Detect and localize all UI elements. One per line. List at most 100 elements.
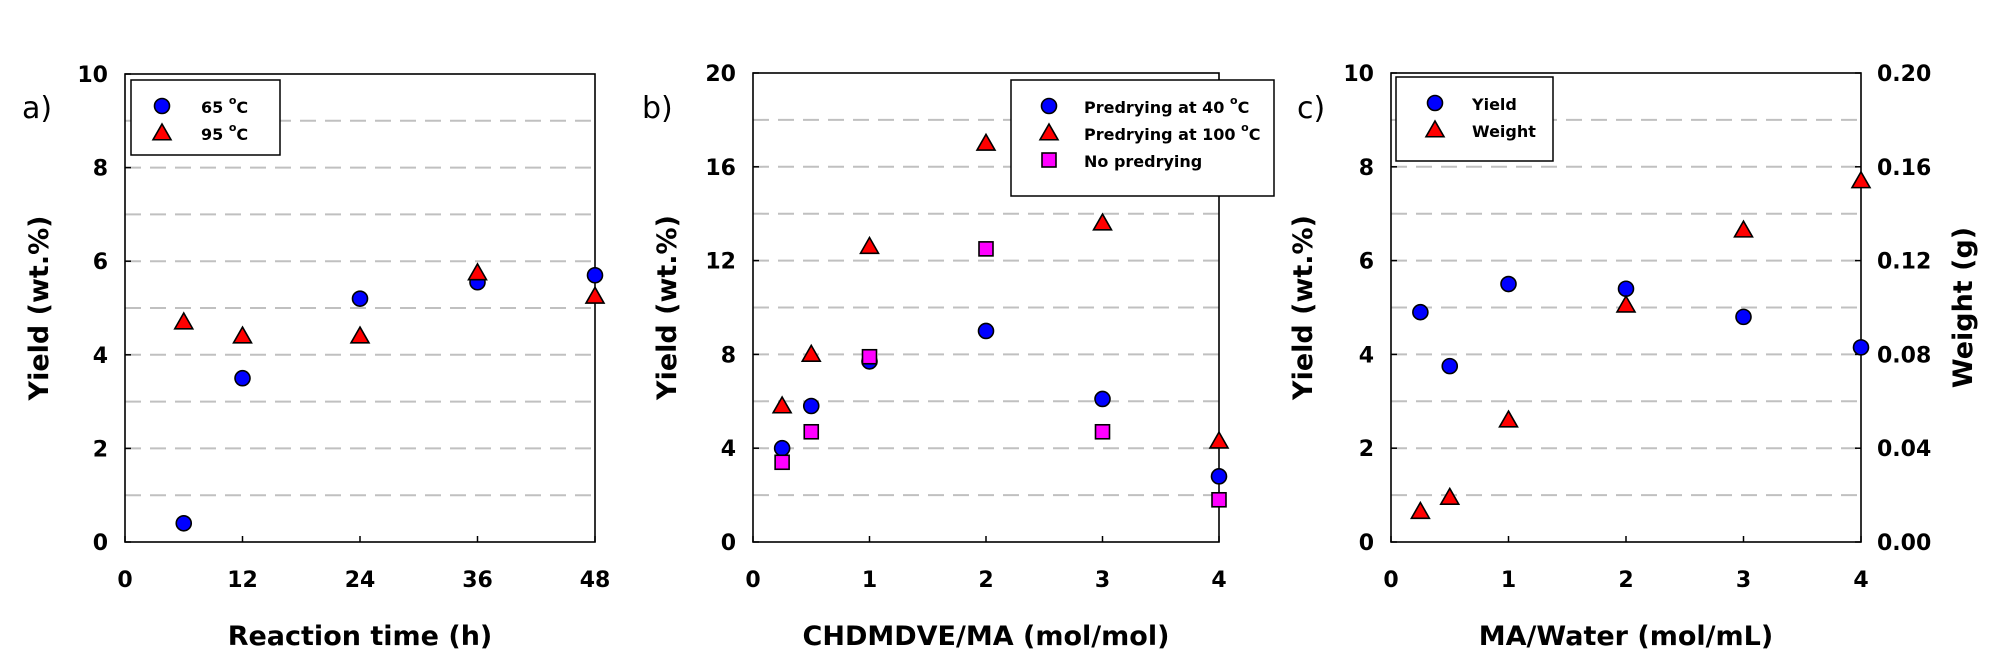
- y2-tick-label: 0.20: [1877, 62, 1931, 87]
- legend-marker-square-icon: [1041, 152, 1057, 168]
- data-point: [1735, 308, 1752, 326]
- legend-label: Predrying at 100 oC: [1084, 121, 1260, 144]
- y-tick-label: 4: [721, 437, 736, 462]
- legend-label: Predrying at 40 oC: [1084, 94, 1249, 117]
- x-tick-label: 3: [1095, 568, 1110, 593]
- x-tick-label: 36: [462, 568, 493, 593]
- data-point: [1500, 275, 1517, 293]
- data-point: [351, 290, 369, 307]
- data-point: [861, 348, 878, 365]
- legend-label: Weight: [1472, 122, 1536, 141]
- data-point: [1412, 303, 1429, 321]
- legend-box: [1395, 76, 1554, 162]
- x-axis-title: Reaction time (h): [228, 621, 493, 652]
- x-tick-label: 4: [1853, 568, 1868, 593]
- x-tick-label: 2: [1618, 568, 1633, 593]
- data-point: [1210, 468, 1228, 485]
- data-point: [232, 325, 253, 344]
- y-tick-label: 0: [1359, 531, 1374, 556]
- y-tick-label: 16: [705, 156, 736, 181]
- x-tick-label: 48: [580, 568, 611, 593]
- legend: 65 oC 95 oC: [130, 79, 281, 156]
- x-tick-label: 1: [1501, 568, 1516, 593]
- x-tick-label: 3: [1736, 568, 1751, 593]
- y-tick-label: 0: [721, 531, 736, 556]
- legend: Yield Weight: [1395, 76, 1554, 162]
- panel-c: c) 0 1 2 3 4 0 2 4 6 8 10 0.00 0.04 0.08 0.12 0.16 0.20 We…: [1288, 62, 1979, 652]
- x-tick-label: 2: [978, 568, 993, 593]
- x-axis-title: CHDMDVE/MA (mol/mol): [803, 621, 1170, 652]
- legend-marker-triangle-icon: [1038, 122, 1060, 141]
- y-tick-label: 10: [1343, 62, 1374, 87]
- data-point: [1498, 409, 1519, 428]
- data-point: [1094, 390, 1111, 408]
- y-tick-label: 8: [721, 343, 736, 368]
- data-point: [173, 311, 195, 330]
- data-point: [1409, 500, 1431, 520]
- legend-marker-circle-icon: [153, 97, 171, 115]
- data-point: [802, 397, 820, 415]
- x-axis-title: MA/Water (mol/mL): [1479, 621, 1773, 652]
- series-no-predrying: [774, 241, 1227, 508]
- x-tick-label: 0: [1383, 568, 1398, 593]
- data-point: [978, 241, 994, 257]
- y-tick-label: 0: [93, 531, 108, 556]
- legend-marker-circle-icon: [1426, 94, 1444, 112]
- y-tick-label: 6: [93, 250, 108, 275]
- legend-marker-circle-icon: [1040, 97, 1058, 115]
- x-tick-label: 0: [117, 568, 132, 593]
- series-weight: [1409, 170, 1872, 520]
- data-point: [467, 262, 488, 281]
- y-tick-label: 2: [1359, 437, 1374, 462]
- y-tick-label: 8: [1359, 156, 1374, 181]
- data-point: [1439, 486, 1461, 505]
- data-point: [1094, 423, 1111, 440]
- y-tick-label: 12: [705, 250, 736, 275]
- y-axis-title: Yield (wt.%): [1288, 215, 1319, 401]
- x-tick-label: 12: [227, 568, 258, 593]
- y-tick-label: 10: [77, 63, 108, 88]
- series-65-c: [175, 266, 604, 532]
- y2-tick-label: 0.08: [1877, 343, 1931, 368]
- y-tick-label: 4: [1359, 343, 1374, 368]
- series-yield: [1412, 275, 1870, 375]
- legend-label: 65 oC: [201, 94, 248, 117]
- legend-label: Yield: [1471, 95, 1517, 114]
- panel-label: c): [1297, 91, 1325, 126]
- y-tick-label: 8: [93, 157, 108, 182]
- y2-tick-label: 0.04: [1877, 437, 1931, 462]
- y-tick-label: 20: [705, 62, 736, 87]
- series-95-c: [173, 262, 606, 344]
- data-point: [175, 514, 193, 532]
- legend-label: No predrying: [1084, 152, 1202, 171]
- data-point: [1208, 430, 1230, 449]
- y-axis-title: Yield (wt.%): [652, 215, 683, 401]
- data-point: [1617, 280, 1635, 298]
- data-point: [800, 343, 822, 362]
- data-point: [1615, 294, 1637, 313]
- x-tick-label: 4: [1211, 568, 1226, 593]
- y-tick-label: 2: [93, 437, 108, 462]
- series-predrying-at-40-c: [773, 322, 1228, 485]
- x-tick-label: 1: [862, 568, 877, 593]
- data-point: [771, 395, 793, 414]
- panel-label: b): [642, 91, 673, 126]
- data-point: [586, 266, 604, 284]
- data-point: [1441, 357, 1459, 375]
- y2-tick-label: 0.12: [1877, 250, 1931, 275]
- data-point: [1211, 491, 1227, 508]
- data-point: [1852, 339, 1870, 356]
- data-point: [977, 322, 995, 340]
- legend-marker-triangle-icon: [151, 122, 173, 141]
- data-point: [1092, 212, 1113, 231]
- data-point: [234, 369, 251, 387]
- x-tick-label: 0: [745, 568, 760, 593]
- x-tick-label: 24: [345, 568, 376, 593]
- y2-tick-label: 0.16: [1877, 156, 1931, 181]
- data-point: [584, 285, 606, 304]
- data-point: [1733, 219, 1754, 238]
- legend: Predrying at 40 oC Predrying at 100 oC No …: [1010, 79, 1275, 197]
